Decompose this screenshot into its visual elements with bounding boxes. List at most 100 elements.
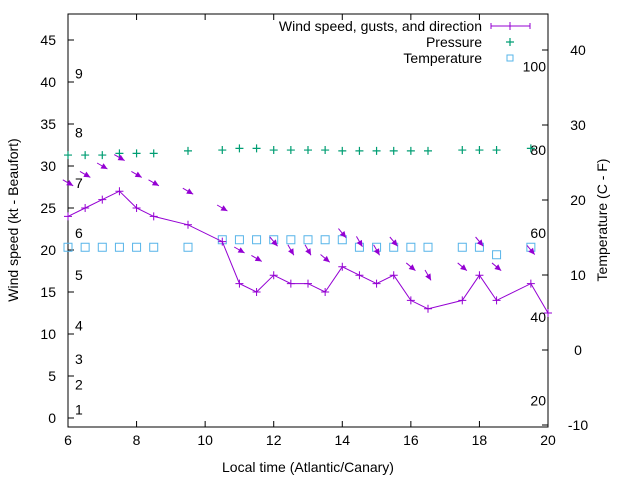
wind-speed-point [304,279,312,288]
pressure-point [64,151,72,160]
legend-swatch-temperature [506,54,514,62]
pressure-point [372,146,381,155]
temperature-point [149,242,159,252]
gust-arrow-head [476,239,484,247]
gust-arrow-head [528,247,535,255]
pressure-point [475,146,484,155]
gust-arrow-head [151,180,159,186]
temperature-point [63,242,73,252]
gust-arrow-head [494,264,502,271]
gust-arrow [491,262,502,272]
y2-tick-label: -10 [568,417,588,433]
legend-label: Temperature [403,50,482,66]
legend: Wind speed, gusts, and directionPressure… [279,18,531,66]
legend-label: Pressure [426,34,482,50]
gust-arrow [131,170,143,178]
fahrenheit-label: 40 [530,309,546,325]
pressure-point [149,149,158,158]
temperature-point [303,235,313,245]
gust-arrow [424,269,432,281]
gust-arrow [251,254,263,262]
temperature-point [80,242,90,252]
y-tick-label: 10 [40,326,56,342]
gust-arrow-head [254,255,262,262]
y-tick-label: 40 [40,74,56,90]
gust-arrow-head [66,180,74,186]
y2-tick-label: 0 [574,342,582,358]
y-tick-label: 35 [40,116,56,132]
x-tick-label: 10 [197,432,213,448]
gust-arrow [355,236,363,248]
plot-frame [67,13,549,428]
pressure-point [389,146,398,155]
beaufort-label: 8 [75,124,83,140]
x-axis-label: Local time (Atlantic/Canary) [222,459,394,475]
gust-arrow [373,244,381,256]
wind-speed-point [458,296,467,305]
gust-arrow [457,262,468,272]
gust-arrow [182,187,194,195]
gust-arrow [233,246,245,254]
pressure-point [132,149,141,158]
pressure-point [338,146,347,155]
y-tick-label: 0 [48,410,56,426]
y-tick-label: 20 [40,242,56,258]
wind-speed-point [235,279,244,288]
gust-arrow-head [237,247,245,253]
gust-arrow [287,244,295,256]
wind-speed-point [372,279,381,288]
wind-speed-point [132,204,141,212]
gust-arrow-head [339,231,347,238]
y-tick-label: 45 [40,32,56,48]
gust-arrow [113,154,125,162]
gust-arrow-head [83,171,91,178]
gust-arrow-head [186,188,194,195]
pressure-point [252,144,261,153]
pressure-point [492,146,501,155]
temperature-point [423,242,433,252]
wind-speed-point [355,271,364,280]
gust-arrow-head [100,163,108,169]
x-tick-label: 18 [472,432,488,448]
fahrenheit-label: 80 [530,142,546,158]
gust-arrow [475,236,484,247]
wind-speed-point [269,271,278,280]
wind-speed-point [252,288,261,296]
gust-arrow [405,262,416,272]
temperature-point [183,242,193,252]
gust-arrow-head [425,273,431,281]
wind-speed-point [218,237,227,246]
gust-arrow [216,204,228,212]
temperature-point [286,235,296,245]
pressure-point [269,146,278,155]
pressure-point [286,146,295,155]
wind-speed-point [424,304,432,313]
beaufort-label: 4 [75,318,83,334]
gust-arrow [269,236,278,247]
wind-speed-point [338,262,347,271]
gust-arrow-head [305,248,311,256]
fahrenheit-label: 60 [530,225,546,241]
series [62,144,552,317]
gust-arrow [79,170,91,178]
temperature-point [234,235,244,245]
gust-arrow-head [408,264,416,271]
wind-speed-point [149,212,158,221]
pressure-point [81,151,90,160]
legend-swatch-pressure [506,38,514,46]
y-axis-label: Wind speed (kt - Beaufort) [5,138,21,301]
wind-speed-point [184,220,192,229]
wind-speed-point [406,296,415,305]
wind-speed-point [389,271,398,280]
gust-arrow [389,236,398,247]
pressure-point [218,146,227,155]
pressure-point [98,151,107,160]
beaufort-label: 6 [75,225,83,241]
pressure-point [406,146,415,155]
y-tick-label: 30 [40,158,56,174]
x-tick-label: 8 [133,432,141,448]
gust-arrow-head [356,239,363,247]
pressure-point [458,146,467,155]
y-tick-label: 15 [40,284,56,300]
